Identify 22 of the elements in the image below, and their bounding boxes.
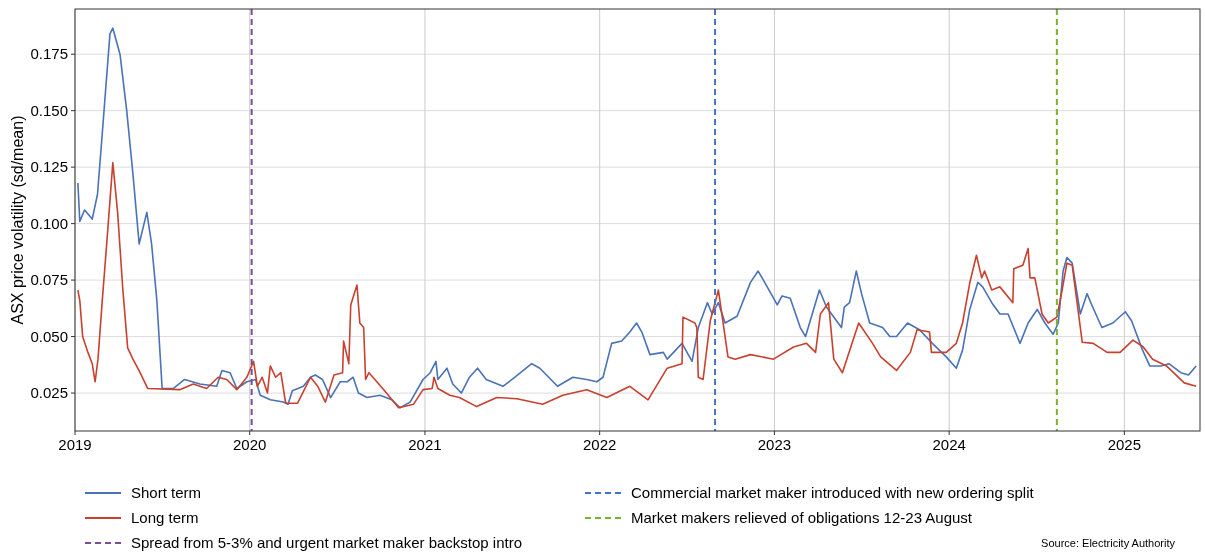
y-tick-label: 0.150: [30, 101, 68, 119]
x-tick-label: 2022: [582, 436, 617, 453]
legend-label: Short term: [131, 484, 202, 502]
x-tick-label: 2025: [1107, 436, 1142, 453]
y-tick-label: 0.025: [30, 384, 68, 402]
y-tick-label: 0.125: [30, 158, 68, 176]
x-tick-label: 2023: [757, 436, 792, 453]
x-tick-label: 2020: [233, 436, 267, 453]
y-tick-label: 0.100: [30, 214, 68, 232]
legend-label: Spread from 5-3% and urgent market maker backstop intro: [131, 534, 523, 552]
legend-label: Market makers relieved of obligations 12-23 August: [631, 509, 973, 527]
y-axis-title: ASX price volatility (sd/mean): [9, 115, 26, 325]
x-tick-label: 2021: [408, 436, 442, 453]
y-tick-label: 0.075: [30, 271, 68, 289]
source-note: Source: Electricity Authority: [1041, 536, 1176, 549]
line-series: [77, 161, 1197, 409]
y-tick-label: 0.050: [30, 327, 68, 345]
y-tick-label: 0.175: [30, 45, 68, 63]
x-tick-label: 2019: [58, 436, 92, 453]
legend-label: Commercial market maker introduced with new ordering split: [631, 484, 1035, 502]
legend-label: Long term: [131, 509, 199, 527]
x-tick-label: 2024: [932, 436, 966, 453]
